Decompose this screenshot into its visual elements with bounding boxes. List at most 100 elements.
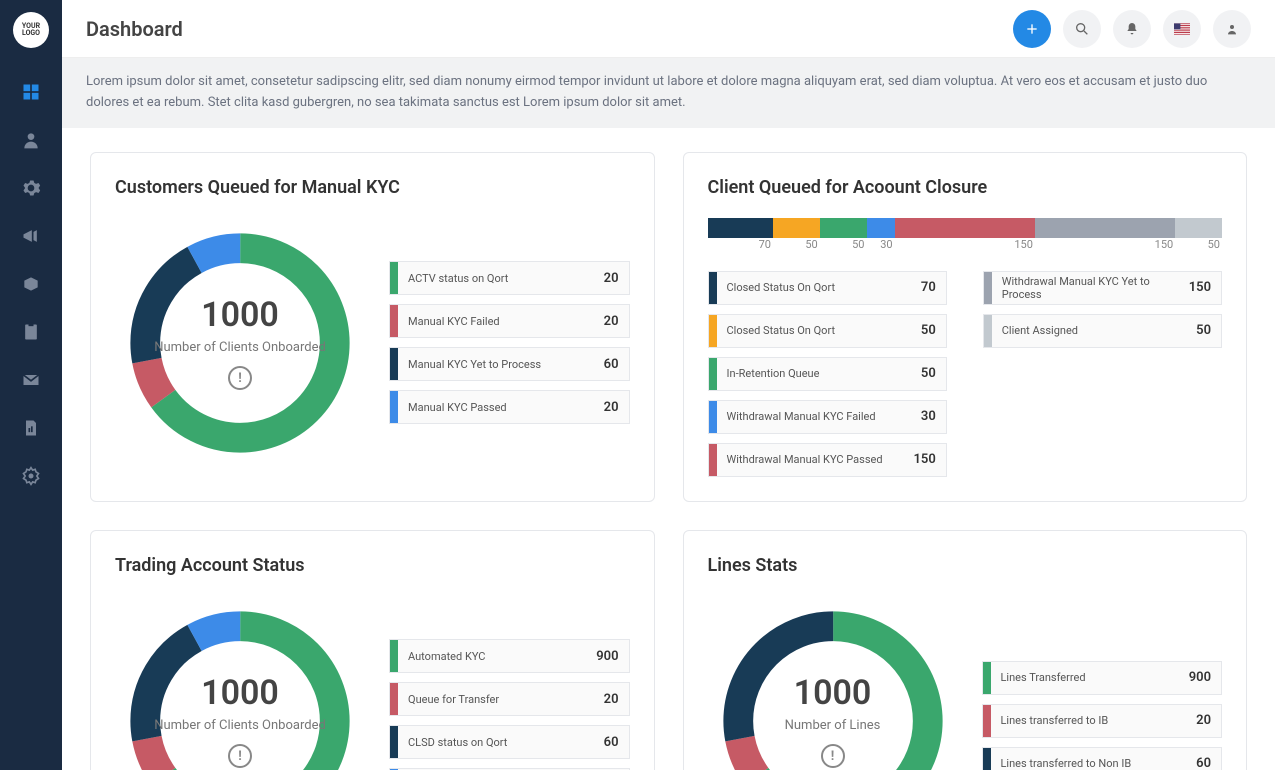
legend-row: Lines transferred to Non IB60 bbox=[982, 747, 1223, 770]
add-button[interactable] bbox=[1013, 10, 1051, 48]
color-swatch bbox=[390, 305, 398, 337]
legend-label: Lines Transferred bbox=[991, 671, 1179, 684]
mail-icon bbox=[21, 370, 41, 390]
profile-button[interactable] bbox=[1213, 10, 1251, 48]
nav-tickets[interactable] bbox=[0, 260, 62, 308]
nav-mail[interactable] bbox=[0, 356, 62, 404]
legend-label: Closed Status On Qort bbox=[717, 281, 911, 294]
card-kyc: Customers Queued for Manual KYC 1000 Num… bbox=[90, 152, 655, 502]
legend-label: CLSD status on Qort bbox=[398, 736, 594, 749]
donut-label: Number of Lines bbox=[785, 717, 881, 735]
notifications-button[interactable] bbox=[1113, 10, 1151, 48]
legend-row: Lines Transferred900 bbox=[982, 661, 1223, 695]
bar-segment-label: 150 bbox=[895, 238, 1035, 251]
donut-label: Number of Clients Onboarded bbox=[154, 717, 326, 735]
card-lines: Lines Stats 1000 Number of Lines ! Lines… bbox=[683, 530, 1248, 770]
donut-value: 1000 bbox=[201, 295, 279, 335]
color-swatch bbox=[390, 262, 398, 294]
card-title: Customers Queued for Manual KYC bbox=[115, 177, 630, 198]
legend-value: 60 bbox=[594, 357, 629, 372]
legend-label: Automated KYC bbox=[398, 650, 586, 663]
legend-row: Manual KYC Failed20 bbox=[389, 304, 630, 338]
nav-settings[interactable] bbox=[0, 164, 62, 212]
card-title: Client Queued for Acoount Closure bbox=[708, 177, 1223, 198]
donut-kyc: 1000 Number of Clients Onboarded ! bbox=[115, 218, 365, 468]
color-swatch bbox=[983, 748, 991, 770]
legend-row: Manual KYC Passed20 bbox=[389, 390, 630, 424]
legend-label: Closed Status On Qort bbox=[717, 324, 911, 337]
warning-icon: ! bbox=[228, 744, 252, 768]
donut-lines: 1000 Number of Lines ! bbox=[708, 596, 958, 770]
color-swatch bbox=[709, 358, 717, 390]
color-swatch bbox=[709, 272, 717, 304]
bar-segment bbox=[1175, 218, 1222, 238]
bar-segment-label: 50 bbox=[1175, 238, 1222, 251]
language-button[interactable] bbox=[1163, 10, 1201, 48]
plus-icon bbox=[1024, 21, 1040, 37]
legend-value: 150 bbox=[903, 452, 945, 467]
profile-icon bbox=[1224, 21, 1240, 37]
color-swatch bbox=[984, 315, 992, 347]
legend-row: Client Assigned50 bbox=[983, 314, 1222, 348]
bar-segment bbox=[1035, 218, 1175, 238]
warning-icon: ! bbox=[228, 366, 252, 390]
color-swatch bbox=[390, 683, 398, 715]
content: Customers Queued for Manual KYC 1000 Num… bbox=[62, 128, 1275, 770]
card-trading: Trading Account Status 1000 Number of Cl… bbox=[90, 530, 655, 770]
main: Dashboard Lorem ipsum dolor sit amet, co… bbox=[62, 0, 1275, 770]
gear-icon bbox=[21, 178, 41, 198]
bar-segment bbox=[867, 218, 895, 238]
legend-value: 900 bbox=[586, 649, 628, 664]
legend-lines: Lines Transferred900 Lines transferred to… bbox=[982, 661, 1223, 770]
legend-value: 60 bbox=[594, 735, 629, 750]
logo: YOUR LOGO bbox=[13, 12, 49, 48]
nav-users[interactable] bbox=[0, 116, 62, 164]
nav-reports[interactable] bbox=[0, 404, 62, 452]
color-swatch bbox=[983, 705, 991, 737]
grid-icon bbox=[21, 82, 41, 102]
search-icon bbox=[1074, 21, 1090, 37]
legend-label: ACTV status on Qort bbox=[398, 272, 594, 285]
legend-value: 20 bbox=[594, 692, 629, 707]
warning-icon: ! bbox=[821, 744, 845, 768]
stacked-bar: 7050503015015050 bbox=[708, 218, 1223, 251]
sidebar: YOUR LOGO bbox=[0, 0, 62, 770]
legend-value: 50 bbox=[911, 366, 946, 381]
search-button[interactable] bbox=[1063, 10, 1101, 48]
legend-value: 20 bbox=[594, 400, 629, 415]
color-swatch bbox=[390, 640, 398, 672]
nav-announce[interactable] bbox=[0, 212, 62, 260]
legend-row: Lines transferred to IB20 bbox=[982, 704, 1223, 738]
legend-value: 900 bbox=[1179, 670, 1221, 685]
legend-value: 20 bbox=[594, 314, 629, 329]
nav-tasks[interactable] bbox=[0, 308, 62, 356]
legend-label: Manual KYC Yet to Process bbox=[398, 358, 594, 371]
bar-segment bbox=[895, 218, 1035, 238]
cog-icon bbox=[21, 466, 41, 486]
legend-value: 70 bbox=[911, 280, 946, 295]
card-closure: Client Queued for Acoount Closure 70 50 50… bbox=[683, 152, 1248, 502]
megaphone-icon bbox=[21, 226, 41, 246]
legend-kyc: ACTV status on Qort20Manual KYC Failed20… bbox=[389, 261, 630, 424]
legend-trading: Automated KYC900Queue for Transfer20CLSD… bbox=[389, 639, 630, 770]
report-icon bbox=[21, 418, 41, 438]
legend-row: Closed Status On Qort50 bbox=[708, 314, 947, 348]
legend-row: Withdrawal Manual KYC Yet to Process150 bbox=[983, 271, 1222, 305]
nav-config[interactable] bbox=[0, 452, 62, 500]
legend-label: Lines transferred to IB bbox=[991, 714, 1187, 727]
nav-dashboard[interactable] bbox=[0, 68, 62, 116]
page-description: Lorem ipsum dolor sit amet, consetetur s… bbox=[62, 58, 1275, 128]
legend-row: Automated KYC900 bbox=[389, 639, 630, 673]
legend-row: ACTV status on Qort20 bbox=[389, 261, 630, 295]
color-swatch bbox=[390, 726, 398, 758]
bar-segment-label: 50 bbox=[773, 238, 820, 251]
legend-value: 20 bbox=[594, 271, 629, 286]
legend-label: Manual KYC Passed bbox=[398, 401, 594, 414]
legend-closure-left: Closed Status On Qort70Closed Status On … bbox=[708, 271, 947, 477]
bar-segment bbox=[708, 218, 773, 238]
legend-value: 50 bbox=[911, 323, 946, 338]
legend-value: 60 bbox=[1186, 756, 1221, 770]
legend-row: In-Retention Queue50 bbox=[708, 357, 947, 391]
color-swatch bbox=[984, 272, 992, 304]
legend-row: CLSD status on Qort60 bbox=[389, 725, 630, 759]
